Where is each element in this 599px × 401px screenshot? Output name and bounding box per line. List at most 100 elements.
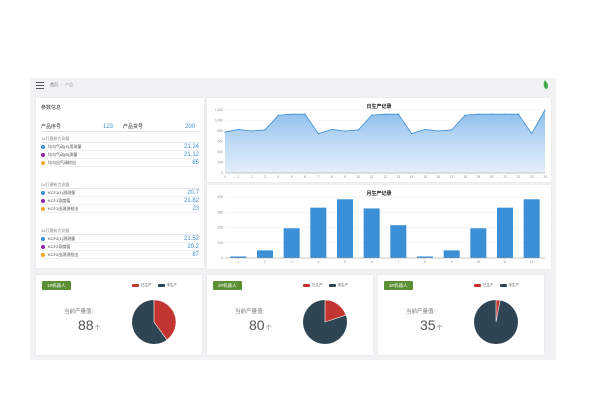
legend-item[interactable]: 已生产 bbox=[132, 283, 152, 288]
area-fill bbox=[225, 110, 545, 173]
x-tick-label: 24 bbox=[543, 175, 547, 179]
robot-badge[interactable]: 1#机器人 bbox=[42, 281, 71, 290]
data-point[interactable] bbox=[251, 130, 253, 132]
bar[interactable] bbox=[283, 228, 300, 258]
stat-value-wrap: 88个 bbox=[78, 317, 101, 333]
param-item: KCF2出测测检出 87 bbox=[41, 251, 199, 259]
legend-label: 已生产 bbox=[483, 283, 494, 287]
x-tick-label: 9 bbox=[451, 260, 453, 264]
param-label: KCF1出测测检出 bbox=[48, 205, 79, 211]
bar[interactable] bbox=[310, 207, 327, 258]
bar[interactable] bbox=[497, 207, 513, 258]
data-point[interactable] bbox=[544, 109, 546, 111]
params-title: 参数信息 bbox=[41, 105, 62, 111]
param-item: KCF2(1)测测量 21.52 bbox=[41, 235, 199, 243]
param-dot-icon bbox=[41, 236, 45, 241]
legend-label: 未生产 bbox=[166, 283, 178, 287]
x-tick-label: 19 bbox=[477, 175, 481, 179]
x-tick-label: 6 bbox=[371, 260, 373, 264]
param-group: 1#打磨粉力测量 均匀气动(X)用测量 21.24 均匀气动(B)测量 21.12 均匀出… bbox=[41, 135, 199, 167]
breadcrumb-current: 产品 bbox=[65, 82, 74, 87]
bar[interactable] bbox=[363, 208, 380, 258]
data-point[interactable] bbox=[477, 113, 479, 115]
y-tick-label: 800 bbox=[218, 129, 224, 133]
pie-legend: 已生产 未生产 bbox=[474, 283, 519, 288]
menu-icon[interactable] bbox=[36, 81, 44, 89]
param-dot-icon bbox=[41, 144, 45, 149]
bar[interactable] bbox=[470, 228, 487, 258]
summary-value: 200 bbox=[184, 123, 195, 130]
param-item: 均匀气动(B)测量 21.12 bbox=[41, 151, 199, 159]
param-label: KCF2(1)测测量 bbox=[48, 235, 76, 241]
data-point[interactable] bbox=[291, 113, 293, 115]
x-tick-label: 11 bbox=[370, 175, 374, 179]
x-tick-label: 22 bbox=[517, 175, 521, 179]
x-tick-label: 0 bbox=[224, 175, 226, 179]
y-tick-label: 400 bbox=[218, 195, 224, 199]
bar[interactable] bbox=[257, 250, 273, 258]
data-point[interactable] bbox=[237, 128, 239, 131]
legend-label: 未生产 bbox=[508, 283, 520, 287]
x-tick-label: 12 bbox=[383, 175, 387, 179]
data-point[interactable] bbox=[277, 114, 279, 116]
x-tick-label: 11 bbox=[503, 260, 507, 264]
stat-label: 当前产量值: bbox=[235, 309, 265, 315]
data-point[interactable] bbox=[411, 133, 413, 135]
x-tick-label: 7 bbox=[317, 175, 319, 179]
data-point[interactable] bbox=[397, 113, 399, 115]
param-label: 均匀气动(X)用测量 bbox=[48, 143, 82, 149]
bar[interactable] bbox=[230, 256, 247, 258]
param-value: 87 bbox=[192, 251, 199, 258]
x-tick-label: 4 bbox=[277, 175, 279, 179]
data-point[interactable] bbox=[344, 130, 346, 132]
param-dot-icon bbox=[41, 252, 45, 257]
data-point[interactable] bbox=[357, 129, 359, 131]
data-point[interactable] bbox=[464, 114, 466, 116]
data-point[interactable] bbox=[517, 113, 519, 115]
data-point[interactable] bbox=[317, 133, 319, 135]
data-point[interactable] bbox=[371, 114, 373, 116]
legend-item[interactable]: 未生产 bbox=[499, 283, 520, 288]
legend-item[interactable]: 已生产 bbox=[474, 283, 494, 288]
data-point[interactable] bbox=[304, 113, 306, 115]
pie-slice-produced[interactable] bbox=[495, 299, 501, 323]
data-point[interactable] bbox=[504, 113, 506, 115]
daily-chart-panel: 日生产记录 0 200 400 600 800 1,000 1,200 0 1 2 3 4 5 6 7 8 9 1… bbox=[207, 98, 551, 182]
legend-item[interactable]: 未生产 bbox=[157, 283, 178, 288]
breadcrumb-home[interactable]: 首页 bbox=[50, 82, 58, 87]
data-point[interactable] bbox=[451, 129, 453, 131]
param-dot-icon bbox=[41, 206, 45, 211]
summary-label: 产品序号 bbox=[41, 124, 62, 130]
legend-item[interactable]: 已生产 bbox=[303, 283, 323, 288]
data-point[interactable] bbox=[491, 113, 493, 115]
data-point[interactable] bbox=[264, 129, 266, 131]
param-item: KCF1出测测检出 23 bbox=[41, 205, 199, 213]
bar[interactable] bbox=[417, 256, 433, 258]
legend-swatch-icon bbox=[499, 283, 507, 287]
param-item: KCF1(1)测测量 20.7 bbox=[41, 189, 199, 197]
bar[interactable] bbox=[390, 225, 407, 258]
pie-slice-produced[interactable] bbox=[153, 299, 177, 341]
pie-slice-produced[interactable] bbox=[324, 299, 347, 323]
legend-label: 已生产 bbox=[141, 283, 152, 287]
bar[interactable] bbox=[337, 199, 353, 258]
data-point[interactable] bbox=[437, 130, 439, 132]
data-point[interactable] bbox=[331, 128, 333, 131]
x-tick-label: 15 bbox=[423, 175, 427, 179]
param-label: KCF2出测测检出 bbox=[48, 251, 79, 257]
x-tick-label: 20 bbox=[490, 175, 494, 179]
x-tick-label: 3 bbox=[264, 175, 266, 179]
data-point[interactable] bbox=[224, 131, 226, 133]
robot-badge[interactable]: 3#机器人 bbox=[384, 281, 413, 290]
data-point[interactable] bbox=[424, 128, 426, 131]
bar[interactable] bbox=[523, 199, 540, 258]
bar[interactable] bbox=[443, 250, 460, 258]
legend-item[interactable]: 未生产 bbox=[328, 283, 348, 288]
data-point[interactable] bbox=[531, 133, 533, 135]
robot-badge[interactable]: 2#机器人 bbox=[213, 281, 242, 290]
param-dot-icon bbox=[41, 198, 45, 203]
x-tick-label: 5 bbox=[344, 260, 346, 264]
x-tick-label: 10 bbox=[477, 260, 481, 264]
data-point[interactable] bbox=[384, 113, 386, 115]
